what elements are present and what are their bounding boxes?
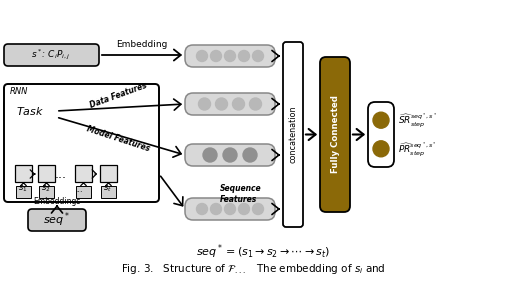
Circle shape [232, 98, 245, 110]
Bar [38, 165, 55, 182]
Circle shape [373, 112, 389, 128]
Text: Fig. 3.   Structure of $\mathcal{F}_{...}$   The embedding of $s_i$ and: Fig. 3. Structure of $\mathcal{F}_{...}$… [120, 262, 386, 276]
Bar [100, 165, 117, 182]
Text: $\mathit{seq^*}$: $\mathit{seq^*}$ [43, 211, 70, 229]
Circle shape [197, 203, 207, 215]
Bar [15, 165, 32, 182]
FancyBboxPatch shape [283, 42, 303, 227]
FancyBboxPatch shape [185, 144, 275, 166]
Text: ...: ... [55, 168, 67, 181]
Text: $s_t$: $s_t$ [103, 184, 112, 194]
Circle shape [373, 141, 389, 157]
Circle shape [216, 98, 228, 110]
FancyBboxPatch shape [185, 93, 275, 115]
Circle shape [210, 51, 221, 61]
Circle shape [225, 203, 236, 215]
Circle shape [198, 98, 210, 110]
Bar [76, 186, 91, 198]
Circle shape [249, 98, 261, 110]
Text: Fully Connected: Fully Connected [330, 96, 339, 173]
Circle shape [210, 203, 221, 215]
Text: Data Features: Data Features [88, 81, 148, 109]
Circle shape [252, 51, 264, 61]
Bar [16, 186, 31, 198]
Text: Sequence
Features: Sequence Features [220, 184, 261, 204]
Circle shape [223, 148, 237, 162]
Text: $\mathit{Task}$: $\mathit{Task}$ [16, 105, 44, 117]
FancyBboxPatch shape [28, 209, 86, 231]
Circle shape [243, 148, 257, 162]
Text: concatenation: concatenation [288, 106, 298, 163]
Circle shape [203, 148, 217, 162]
FancyBboxPatch shape [4, 100, 56, 122]
Text: ...: ... [75, 185, 83, 193]
FancyBboxPatch shape [185, 198, 275, 220]
FancyBboxPatch shape [185, 45, 275, 67]
Bar [75, 165, 92, 182]
FancyBboxPatch shape [320, 57, 350, 212]
FancyBboxPatch shape [4, 84, 159, 202]
Text: Embedding: Embedding [116, 40, 168, 49]
Circle shape [197, 51, 207, 61]
Circle shape [238, 51, 249, 61]
Text: RNN: RNN [10, 86, 28, 96]
Text: Model Features: Model Features [85, 125, 151, 153]
Text: $\mathit{s^*}$: $C_iP_{i,j}$: $\mathit{s^*}$: $C_iP_{i,j}$ [32, 48, 70, 62]
Bar [101, 186, 116, 198]
Text: $s_2$: $s_2$ [41, 184, 51, 194]
Circle shape [225, 51, 236, 61]
Circle shape [252, 203, 264, 215]
FancyBboxPatch shape [368, 102, 394, 167]
Circle shape [238, 203, 249, 215]
Text: $s_1$: $s_1$ [18, 184, 28, 194]
Text: Embeddings: Embeddings [33, 196, 80, 206]
Bar [39, 186, 54, 198]
FancyBboxPatch shape [4, 44, 99, 66]
Text: $\widehat{SR}_{step}^{seq^*,s^*}$: $\widehat{SR}_{step}^{seq^*,s^*}$ [398, 111, 437, 129]
Text: $seq^* = (s_1 \rightarrow s_2 \rightarrow \cdots \rightarrow s_t)$: $seq^* = (s_1 \rightarrow s_2 \rightarro… [196, 243, 330, 261]
Text: $\widehat{PR}_{step}^{seq^*,s^*}$: $\widehat{PR}_{step}^{seq^*,s^*}$ [398, 140, 437, 158]
